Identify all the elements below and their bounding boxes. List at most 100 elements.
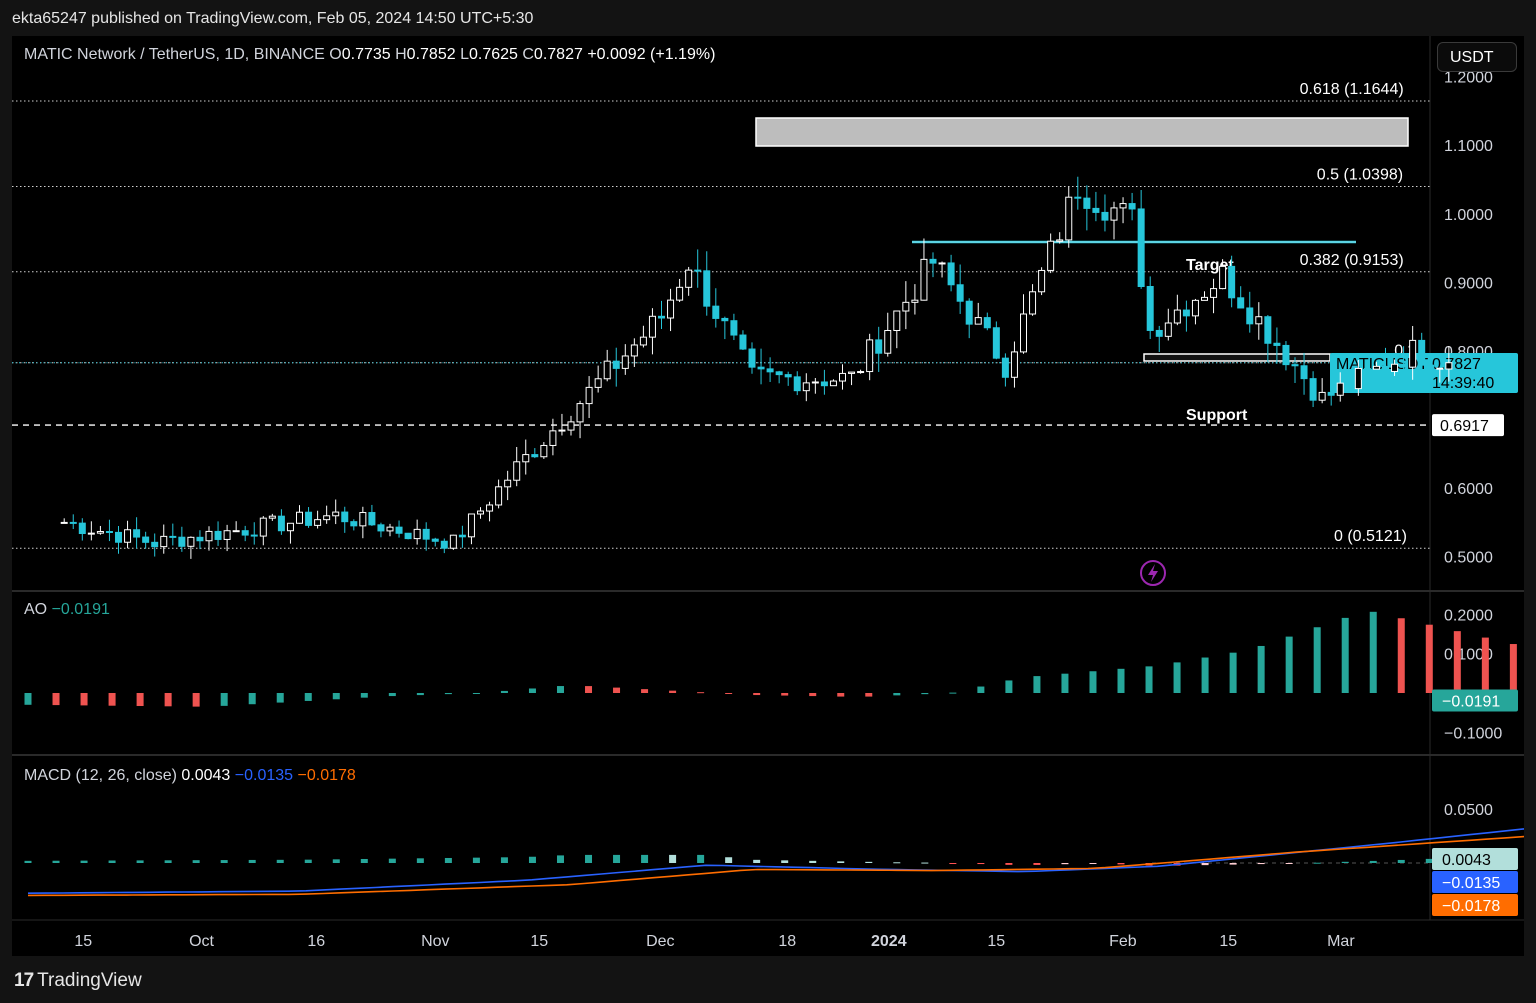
ao-bar xyxy=(1145,666,1153,693)
candle-body xyxy=(965,300,973,325)
ao-bar xyxy=(1285,636,1293,693)
macd-histogram-bar xyxy=(248,859,256,863)
ao-value-tag xyxy=(1432,689,1518,712)
candle-body xyxy=(1273,342,1281,346)
candle-body xyxy=(630,344,638,357)
macd-histogram-bar xyxy=(1257,863,1265,865)
candle-body xyxy=(1255,316,1263,325)
macd-signal-tag-label: −0.0178 xyxy=(1442,898,1500,915)
change-value: +0.0092 (+1.19%) xyxy=(587,46,716,63)
candle-body xyxy=(205,530,213,542)
candle-body xyxy=(703,270,711,307)
candle-body xyxy=(531,454,539,458)
currency-button[interactable]: USDT xyxy=(1437,42,1517,72)
open-label: O xyxy=(329,46,342,63)
time-axis-label: Mar xyxy=(1327,933,1355,950)
candle-body xyxy=(839,372,846,382)
macd-histogram-bar xyxy=(893,862,901,864)
price-tick-label: 0.6000 xyxy=(1444,481,1493,498)
ao-bar xyxy=(1033,676,1041,693)
candle-body xyxy=(1056,239,1064,242)
candle-body xyxy=(739,334,747,350)
macd-histogram-bar xyxy=(136,860,144,863)
candle-body xyxy=(1201,296,1208,301)
macd-hist-tag-label: 0.0043 xyxy=(1442,852,1491,869)
candle-body xyxy=(1291,364,1299,367)
chart-canvas[interactable]: 1.20001.10001.00000.90000.80000.60000.50… xyxy=(12,36,1524,956)
macd-histogram-bar xyxy=(1201,863,1209,866)
candle-body xyxy=(1210,288,1218,298)
candle-body xyxy=(1010,351,1018,378)
symbol-name[interactable]: MATIC Network / TetherUS, 1D, BINANCE xyxy=(24,46,325,63)
support-price-tag xyxy=(1432,414,1504,437)
target-label: Target xyxy=(1186,257,1234,274)
high-label: H xyxy=(395,46,407,63)
candle-body xyxy=(1391,363,1399,372)
candle-body xyxy=(1345,382,1353,390)
candle-body xyxy=(160,535,168,548)
candle-body xyxy=(938,262,946,265)
support-price-label: 0.6917 xyxy=(1440,418,1489,435)
candle-body xyxy=(296,511,303,524)
macd-histogram-bar xyxy=(1285,863,1293,864)
candle-body xyxy=(1146,285,1154,331)
macd-histogram-bar xyxy=(1033,863,1041,865)
macd-histogram-bar xyxy=(1397,859,1405,863)
macd-histogram-bar xyxy=(977,863,985,865)
ao-legend[interactable]: AO −0.0191 xyxy=(24,601,110,619)
ao-bar xyxy=(753,693,761,696)
candle-body xyxy=(757,366,765,370)
candle-body xyxy=(1119,203,1127,209)
fib-level-label: 0.5 (1.0398) xyxy=(1317,166,1403,183)
macd-histogram-bar xyxy=(837,861,845,863)
ao-bar xyxy=(865,693,873,697)
ao-bar xyxy=(192,693,200,707)
chart-area[interactable]: 1.2000 1.1000 1.0000 0.9000 0.8000 0.6000 0.50… xyxy=(12,36,1524,956)
brand-name: TradingView xyxy=(37,970,142,991)
candle-body xyxy=(1164,322,1172,337)
macd-histogram-bar xyxy=(1117,863,1125,865)
candle-body xyxy=(78,522,86,535)
candle-body xyxy=(69,521,77,524)
published-info: ekta65247 published on TradingView.com, … xyxy=(12,10,534,27)
candle-body xyxy=(268,515,276,519)
ao-tick-label: 0.2000 xyxy=(1444,607,1493,624)
candle-body xyxy=(721,317,729,322)
candle-body xyxy=(386,526,394,532)
ao-bar xyxy=(220,693,228,706)
macd-histogram-bar xyxy=(164,860,172,863)
candle-body xyxy=(513,461,521,481)
time-axis-label: Oct xyxy=(189,933,214,950)
candle-body xyxy=(1327,391,1335,396)
candle-body xyxy=(1300,365,1308,380)
candle-body xyxy=(504,479,512,488)
fib-level-label: 0.618 (1.1644) xyxy=(1300,81,1404,98)
price-tick-label: 1.0000 xyxy=(1444,207,1493,224)
macd-histogram-bar xyxy=(1229,863,1237,865)
ao-bar xyxy=(1173,662,1181,693)
ao-bar xyxy=(1397,618,1405,693)
ao-bar xyxy=(1425,624,1433,693)
candle-body xyxy=(1372,365,1380,370)
ao-bar xyxy=(80,693,88,706)
candle-body xyxy=(467,513,475,538)
footer: 17 TradingView xyxy=(0,956,1536,1003)
ao-bar xyxy=(108,693,116,706)
resistance-zone-box xyxy=(755,117,1409,147)
candle-body xyxy=(341,511,349,523)
lightning-circle xyxy=(1140,560,1166,586)
candle-body xyxy=(449,534,457,549)
ao-bar xyxy=(556,686,564,693)
candle-body xyxy=(621,355,629,369)
ao-bar xyxy=(500,690,508,693)
candle-body xyxy=(694,269,702,272)
candle-body xyxy=(1409,339,1417,368)
candle-body xyxy=(1137,208,1145,287)
tradingview-logo[interactable]: 17 TradingView xyxy=(14,970,142,992)
candle-body xyxy=(540,444,548,458)
macd-legend[interactable]: MACD (12, 26, close) 0.0043 −0.0135 −0.0… xyxy=(24,767,356,785)
candle-body xyxy=(902,301,910,312)
candle-body xyxy=(1092,207,1100,213)
candle-body xyxy=(893,310,901,331)
candle-body xyxy=(1083,197,1091,209)
